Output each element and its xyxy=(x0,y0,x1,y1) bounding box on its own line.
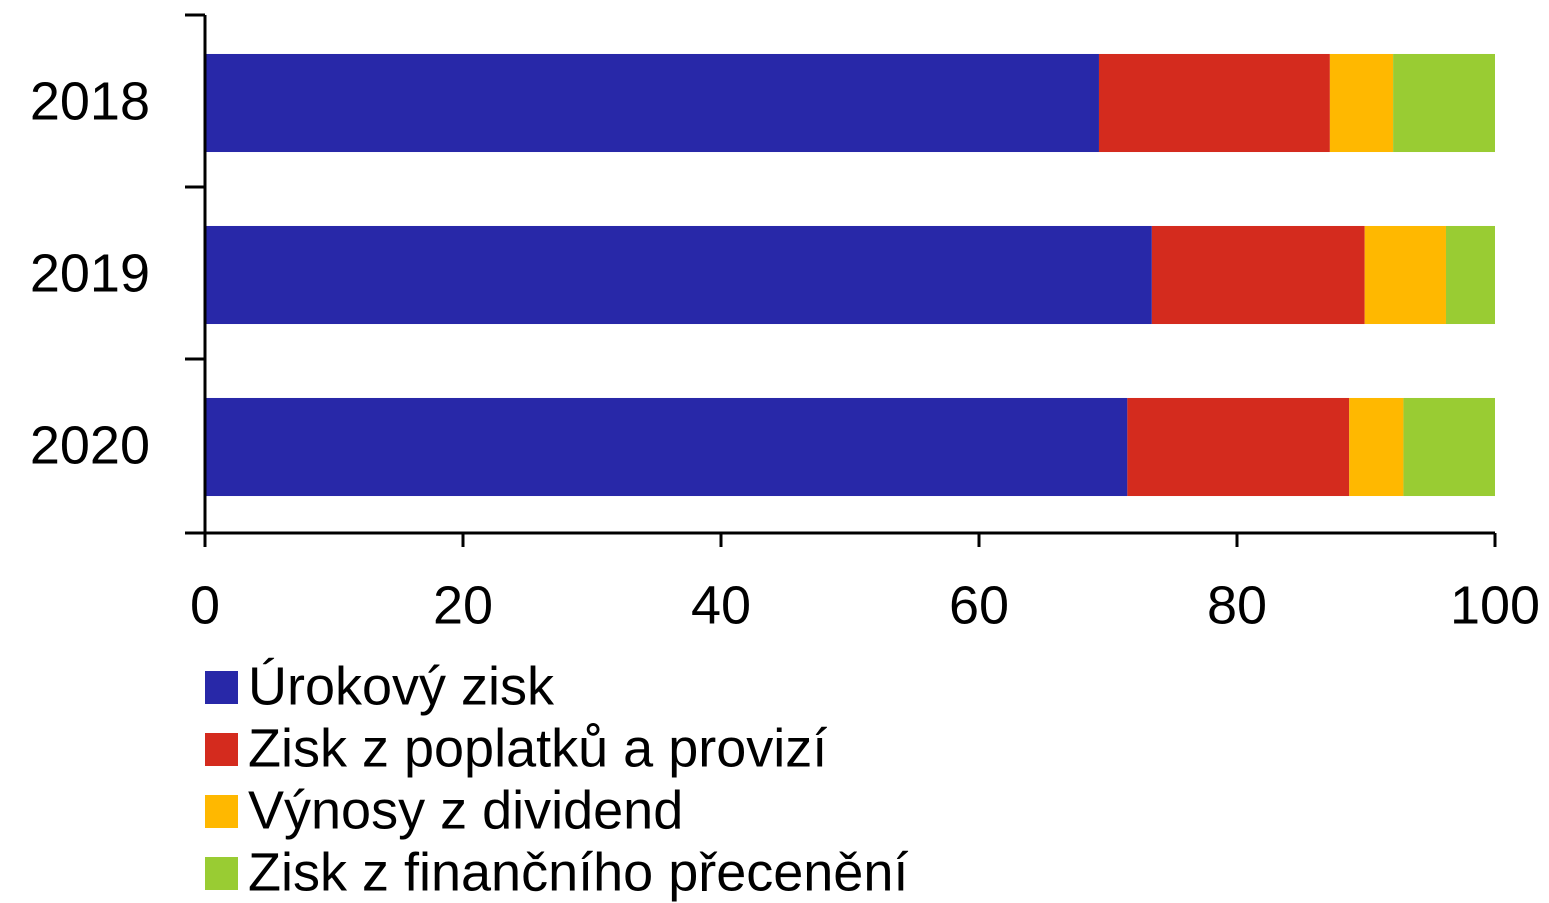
legend-swatch xyxy=(205,733,238,766)
bar-segment xyxy=(1329,53,1394,153)
legend-label: Úrokový zisk xyxy=(248,656,555,716)
bar-segment xyxy=(1127,397,1350,497)
bar-segment xyxy=(1151,225,1365,325)
bar-segment xyxy=(1349,397,1404,497)
bar-segment xyxy=(205,53,1099,153)
x-tick-label: 100 xyxy=(1450,575,1540,635)
legend-label: Zisk z finančního přecenění xyxy=(248,842,908,902)
bar-segment xyxy=(1445,225,1495,325)
x-tick-label: 60 xyxy=(949,575,1009,635)
legend-swatch xyxy=(205,795,238,828)
legend-label: Zisk z poplatků a provizí xyxy=(248,718,827,778)
x-tick-label: 0 xyxy=(190,575,220,635)
legend-swatch xyxy=(205,857,238,890)
bar-segment xyxy=(1364,225,1446,325)
x-tick-label: 20 xyxy=(433,575,493,635)
bar-segment xyxy=(1393,53,1495,153)
x-tick-label: 40 xyxy=(691,575,751,635)
bar-segment xyxy=(205,225,1152,325)
legend-label: Výnosy z dividend xyxy=(248,780,683,840)
y-tick-label: 2018 xyxy=(30,71,150,131)
x-tick-label: 80 xyxy=(1207,575,1267,635)
y-tick-label: 2019 xyxy=(30,243,150,303)
bar-segment xyxy=(205,397,1128,497)
bar-segment xyxy=(1403,397,1495,497)
y-tick-label: 2020 xyxy=(30,415,150,475)
bar-segment xyxy=(1098,53,1330,153)
legend-swatch xyxy=(205,671,238,704)
